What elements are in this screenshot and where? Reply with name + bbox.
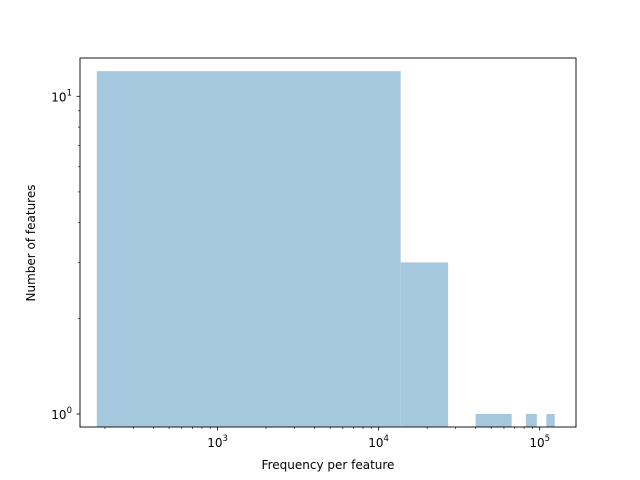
x-axis-ticks: 103 104 105 (104, 427, 550, 450)
histogram-bar-1 (96, 71, 401, 427)
x-axis-label: Frequency per feature (261, 458, 395, 472)
histogram-bar-2 (400, 262, 449, 427)
y-axis-ticks: 100 101 (51, 88, 80, 422)
histogram-bar-5 (546, 413, 555, 427)
histogram-bar-4 (525, 413, 537, 427)
x-tick-label: 103 (207, 434, 228, 450)
x-tick-label: 105 (529, 434, 550, 450)
plot-frame (79, 57, 577, 428)
y-tick-label: 101 (51, 88, 72, 104)
y-tick-label: 100 (51, 406, 72, 422)
bars-group (96, 71, 555, 427)
y-axis-label: Number of features (24, 184, 38, 302)
x-tick-label: 104 (368, 434, 389, 450)
histogram-bar-3 (475, 413, 512, 427)
